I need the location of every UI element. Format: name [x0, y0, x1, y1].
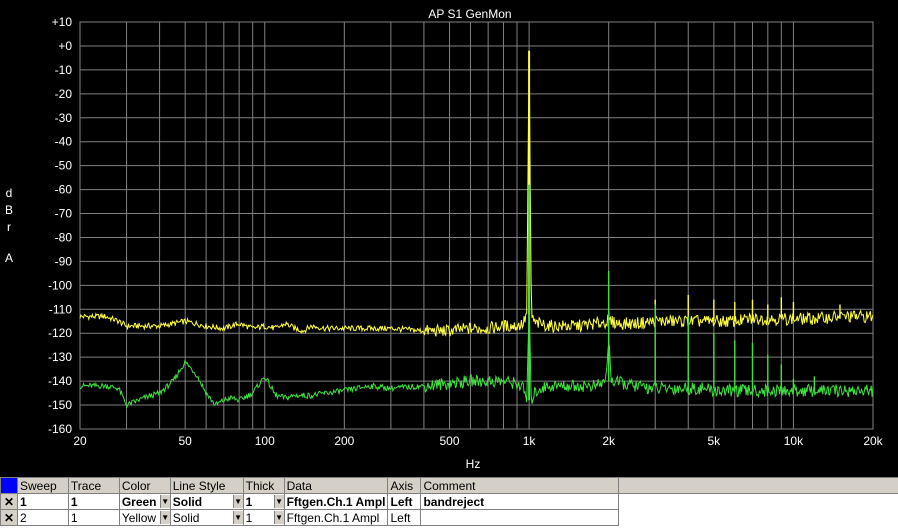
cell-comment[interactable]: bandreject: [420, 493, 619, 510]
chevron-down-icon[interactable]: ▼: [273, 511, 284, 524]
y-tick-label: -40: [55, 135, 73, 149]
header-line-style[interactable]: Line Style: [169, 477, 244, 494]
x-tick-label: 5k: [708, 434, 722, 448]
chevron-down-icon[interactable]: ▼: [273, 495, 284, 508]
cell-axis[interactable]: Left: [387, 509, 422, 526]
thick-dropdown[interactable]: 1 ▼: [242, 493, 285, 510]
cell-data[interactable]: Fftgen.Ch.1 Ampl: [283, 493, 389, 510]
color-dropdown[interactable]: Green ▼: [118, 493, 171, 510]
cell-data[interactable]: Fftgen.Ch.1 Ampl: [283, 509, 389, 526]
header-trace[interactable]: Trace: [67, 477, 120, 494]
x-tick-label: 200: [334, 434, 354, 448]
line-style-dropdown[interactable]: Solid ▼: [169, 493, 244, 510]
y-tick-label: -20: [55, 87, 73, 101]
x-tick-label: 1k: [523, 434, 537, 448]
y-tick-label: -160: [48, 422, 72, 436]
spectrum-chart: AP S1 GenMon AP d B r A Hz +10+0-10-20-3…: [5, 7, 884, 471]
header-thick[interactable]: Thick: [242, 477, 285, 494]
chevron-down-icon[interactable]: ▼: [232, 511, 243, 524]
row-filler: [618, 493, 898, 510]
chevron-down-icon[interactable]: ▼: [232, 495, 243, 508]
legend-row[interactable]: ✕ 2 1 Yellow ▼ Solid ▼ 1 ▼ Fftgen.Ch.1 Ampl…: [0, 509, 898, 526]
ylabel-char-b: B: [5, 203, 13, 217]
x-tick-label: 20k: [863, 434, 883, 448]
y-tick-label: -100: [48, 278, 72, 292]
x-tick-label: 2k: [602, 434, 616, 448]
line-style-dropdown[interactable]: Solid ▼: [169, 509, 244, 526]
x-tick-label: 100: [255, 434, 275, 448]
y-tick-label: -80: [55, 230, 73, 244]
y-axis-title: d B r A: [5, 186, 13, 265]
x-tick-label: 10k: [784, 434, 804, 448]
x-tick-label: 50: [179, 434, 193, 448]
header-sweep[interactable]: Sweep: [16, 477, 69, 494]
color-value: Green: [121, 494, 157, 509]
line-style-value: Solid: [172, 510, 200, 525]
row-enable-checkbox[interactable]: ✕: [0, 509, 18, 526]
cell-sweep[interactable]: 1: [16, 493, 69, 510]
y-tick-label: -110: [49, 302, 72, 316]
y-tick-label: +0: [58, 39, 72, 53]
legend-header-row: Sweep Trace Color Line Style Thick Data …: [0, 477, 898, 494]
thick-value: 1: [245, 510, 253, 525]
y-tick-label: -30: [55, 111, 73, 125]
line-style-value: Solid: [172, 494, 203, 509]
y-tick-label: -60: [55, 183, 73, 197]
chevron-down-icon[interactable]: ▼: [159, 511, 170, 524]
header-data[interactable]: Data: [283, 477, 389, 494]
series-line-1: [79, 77, 874, 337]
cell-sweep[interactable]: 2: [16, 509, 69, 526]
legend-row[interactable]: ✕ 1 1 Green ▼ Solid ▼ 1 ▼ Fftgen.Ch.1 Ampl …: [0, 493, 898, 510]
y-tick-label: -10: [55, 63, 73, 77]
y-tick-label: -120: [48, 326, 72, 340]
chart-title: AP S1 GenMon: [428, 7, 511, 21]
row-enable-checkbox[interactable]: ✕: [0, 493, 18, 510]
header-color[interactable]: Color: [118, 477, 171, 494]
cell-trace[interactable]: 1: [67, 493, 120, 510]
y-tick-label: -130: [48, 350, 72, 364]
header-comment[interactable]: Comment: [420, 477, 619, 494]
y-tick-label: -140: [48, 374, 72, 388]
header-filler: [617, 477, 898, 494]
cell-axis[interactable]: Left: [387, 493, 422, 510]
trace-legend-table: Sweep Trace Color Line Style Thick Data …: [0, 477, 898, 532]
ylabel-char-r: r: [7, 220, 11, 234]
color-dropdown[interactable]: Yellow ▼: [118, 509, 171, 526]
y-tick-label: -70: [55, 207, 73, 221]
x-tick-label: 20: [73, 434, 87, 448]
cell-comment[interactable]: [420, 509, 619, 526]
series-line-2: [79, 314, 874, 409]
x-tick-label: 500: [440, 434, 460, 448]
y-tick-label: -150: [48, 398, 72, 412]
chart-area: AP S1 GenMon AP d B r A Hz +10+0-10-20-3…: [4, 7, 884, 471]
ylabel-char-d: d: [6, 186, 13, 200]
x-axis-title: Hz: [466, 457, 481, 471]
cell-trace[interactable]: 1: [67, 509, 120, 526]
y-tick-label: +10: [52, 15, 73, 29]
y-tick-label: -90: [55, 254, 73, 268]
header-axis[interactable]: Axis: [387, 477, 422, 494]
thick-dropdown[interactable]: 1 ▼: [242, 509, 285, 526]
plot-frame: [79, 21, 874, 430]
ylabel-char-a: A: [5, 251, 13, 265]
color-value: Yellow: [121, 510, 157, 525]
y-tick-label: -50: [55, 159, 73, 173]
row-filler: [618, 509, 898, 526]
thick-value: 1: [245, 494, 253, 509]
select-all-corner[interactable]: [0, 477, 18, 494]
chevron-down-icon[interactable]: ▼: [159, 495, 170, 508]
